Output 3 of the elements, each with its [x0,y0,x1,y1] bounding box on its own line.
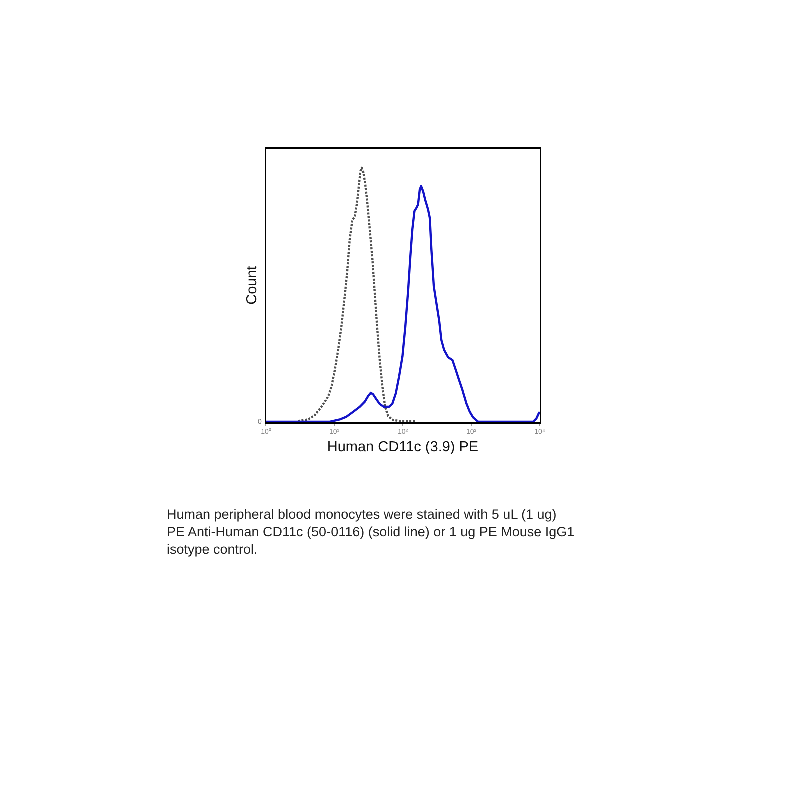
x-axis-title: Human CD11c (3.9) PE [327,439,479,456]
text: Human peripheral blood monocytes were stained with 5 uL (1 ug) PE Anti-Human CD11c (50-0116) (solid line) or 1 ug PE Mouse IgG1 isotype control. [167,507,575,558]
y-axis-title: Count [244,266,260,305]
